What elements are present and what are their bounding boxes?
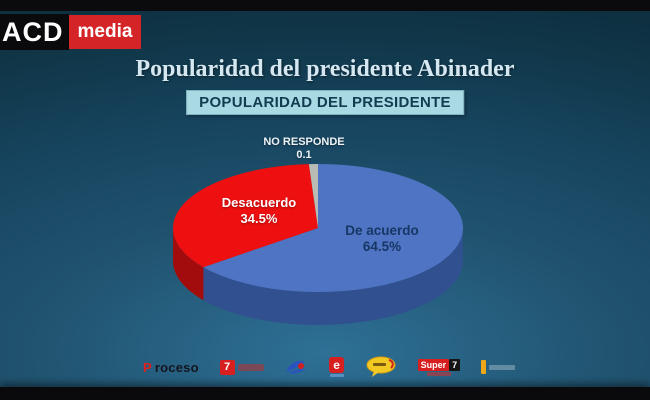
pie-side-desacuerdo	[173, 228, 204, 301]
slice-label-text: NO RESPONDE	[263, 136, 345, 148]
pie-slice-desacuerdo	[172, 164, 318, 268]
slice-label-desacuerdo: Desacuerdo 34.5%	[222, 195, 296, 227]
slice-label-text: De acuerdo	[345, 223, 419, 238]
swoosh-bird-icon	[286, 360, 307, 374]
slice-label-value: 0.1	[296, 149, 312, 161]
e-logo-underline	[329, 374, 344, 377]
slice-label-value: 34.5%	[240, 211, 278, 226]
super7-subtext	[426, 371, 451, 376]
pie-slice-de-acuerdo	[203, 164, 464, 292]
orange-logo-wordmark	[488, 364, 515, 370]
slice-label-no-responde: NO RESPONDE 0.1	[263, 136, 344, 162]
e-logo: e	[329, 357, 345, 377]
page-title: Popularidad del presidente Abinader	[135, 56, 515, 82]
slice-label-de-acuerdo: De acuerdo 64.5%	[345, 223, 419, 255]
7dias-square-icon: 7	[219, 359, 235, 375]
pie-slice-no-responde	[308, 163, 318, 228]
pie-side-de-acuerdo	[203, 228, 463, 325]
bubble-logo	[365, 356, 397, 378]
7dias-logo: 7	[219, 359, 264, 375]
super7-wordmark: Super	[417, 358, 450, 371]
slice-label-text: Desacuerdo	[221, 195, 297, 210]
acd-media-logo: ACD media	[0, 14, 142, 50]
super7-logo: Super 7	[417, 358, 461, 376]
orange-logo	[480, 360, 515, 374]
bottom-letterbox-bar	[0, 387, 650, 400]
top-letterbox-strip	[0, 0, 650, 11]
proceso-rest: roceso	[154, 359, 199, 375]
proceso-initial: P	[143, 359, 152, 375]
7dias-wordmark	[237, 363, 264, 371]
speech-bubble-icon	[366, 356, 396, 377]
orange-bar-icon	[480, 360, 486, 374]
media-logo-text: media	[68, 15, 142, 49]
swoosh-logo	[284, 357, 308, 377]
slice-label-value: 64.5%	[362, 239, 402, 254]
acd-logo-text: ACD	[0, 14, 69, 50]
chart-title-badge: POPULARIDAD DEL PRESIDENTE	[186, 90, 464, 115]
e-square-icon: e	[329, 357, 345, 373]
super7-seven-box: 7	[449, 358, 461, 371]
